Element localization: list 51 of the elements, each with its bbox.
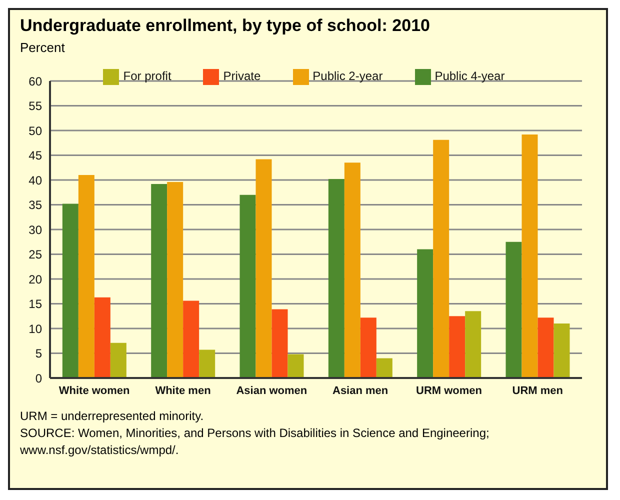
bar — [78, 175, 94, 378]
bar — [272, 309, 288, 378]
y-tick-label: 45 — [28, 148, 42, 163]
x-tick-label: URM women — [416, 384, 482, 397]
x-tick-label: White women — [58, 384, 130, 397]
bar — [183, 300, 200, 378]
legend-label: Private — [223, 69, 261, 84]
bar — [554, 324, 570, 378]
y-tick-label: 55 — [28, 99, 42, 114]
bar — [433, 140, 450, 378]
x-tick-label: URM men — [512, 384, 564, 397]
y-tick-label: 25 — [28, 248, 42, 262]
y-tick-label: 50 — [28, 124, 42, 138]
bar — [360, 318, 376, 378]
bar — [199, 350, 216, 378]
y-tick-label: 15 — [28, 297, 42, 312]
bar — [344, 162, 360, 378]
bar — [449, 316, 466, 378]
text: URM = underrepresented minority. — [20, 408, 205, 425]
bar — [167, 182, 184, 378]
bar — [151, 184, 168, 378]
source-note: SOURCE: Women, Minorities, and Persons with Disabilities in Science and Engineering; www.nsf.gov/statistics/wmpd/. — [20, 425, 490, 459]
bar — [465, 311, 482, 378]
legend-label: Public 2-year — [312, 69, 383, 84]
x-tick-label: White men — [155, 384, 212, 397]
bar — [417, 249, 434, 378]
legend-label: Public 4-year — [434, 69, 505, 84]
bar — [506, 242, 522, 378]
bar — [240, 194, 256, 378]
y-tick-label: 10 — [28, 322, 42, 336]
bar — [538, 318, 554, 378]
legend-label: For profit — [123, 69, 172, 84]
bar — [62, 204, 78, 378]
y-tick-label: 60 — [28, 74, 42, 88]
x-tick-label: Asian men — [332, 384, 388, 397]
y-axis-title: Percent — [19, 39, 66, 57]
chart-title: Undergraduate enrollment, by type of school: 2010 — [19, 15, 431, 37]
y-tick-label: 30 — [28, 222, 42, 237]
bar — [376, 358, 392, 378]
bar — [256, 159, 272, 378]
y-tick-label: 20 — [28, 272, 42, 286]
bar — [288, 354, 304, 378]
x-tick-label: Asian women — [236, 384, 308, 397]
bar — [110, 342, 126, 378]
bar — [522, 134, 538, 378]
y-tick-label: 0 — [35, 371, 42, 386]
y-tick-label: 5 — [35, 346, 42, 361]
y-tick-label: 40 — [28, 173, 42, 188]
bar — [94, 297, 110, 378]
y-tick-label: 35 — [28, 198, 42, 212]
bar — [328, 179, 344, 378]
